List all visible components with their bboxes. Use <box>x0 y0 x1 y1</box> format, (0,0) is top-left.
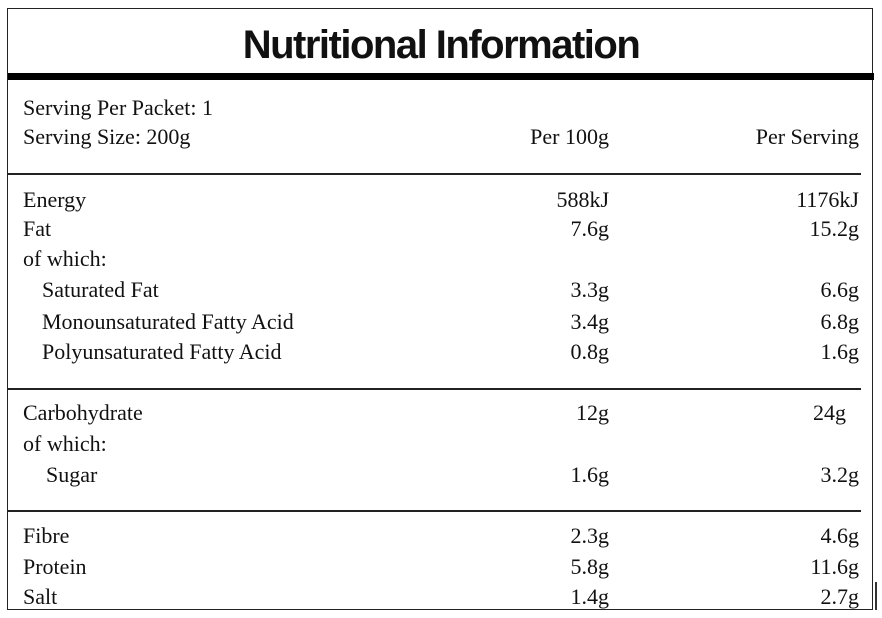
row-label-fat: Fat <box>23 216 52 241</box>
row-value-saturated-fat-per-serving: 6.6g <box>820 277 860 302</box>
row-value-energy-per-serving: 1176kJ <box>796 187 859 212</box>
section-divider <box>8 173 861 175</box>
row-label-fibre: Fibre <box>23 523 70 548</box>
row-label-polyunsaturated-fat: Polyunsaturated Fatty Acid <box>42 339 282 364</box>
row-label-protein: Protein <box>23 554 87 579</box>
row-value-sugar-per-serving: 3.2g <box>820 462 860 487</box>
serving-size: Serving Size: 200g <box>23 124 191 149</box>
section-divider <box>8 388 861 390</box>
row-value-fat-per-serving: 15.2g <box>809 216 860 241</box>
row-label-monounsaturated-fat: Monounsaturated Fatty Acid <box>42 309 294 334</box>
row-value-monounsaturated-fat-per-serving: 6.8g <box>820 309 860 334</box>
row-label-salt: Salt <box>23 584 58 609</box>
row-label-saturated-fat: Saturated Fat <box>42 277 159 302</box>
row-value-saturated-fat-per100g: 3.3g <box>570 277 610 302</box>
row-value-fibre-per-serving: 4.6g <box>820 523 860 548</box>
row-value-salt-per-serving: 2.7g <box>820 584 860 609</box>
row-value-fibre-per100g: 2.3g <box>570 523 610 548</box>
row-value-polyunsaturated-fat-per-serving: 1.6g <box>820 339 860 364</box>
row-label-sugar: Sugar <box>46 462 98 487</box>
row-value-protein-per-serving: 11.6g <box>810 554 859 579</box>
panel-title: Nutritional Information <box>242 23 641 67</box>
row-value-monounsaturated-fat-per100g: 3.4g <box>570 309 610 334</box>
row-value-protein-per100g: 5.8g <box>570 554 610 579</box>
row-value-polyunsaturated-fat-per100g: 0.8g <box>570 339 610 364</box>
section-divider <box>8 510 861 512</box>
text-cursor-mark <box>875 582 877 610</box>
row-value-carbohydrate-per100g: 12g <box>576 400 609 425</box>
servings-per-packet: Serving Per Packet: 1 <box>23 95 214 120</box>
row-label-energy: Energy <box>23 187 87 212</box>
row-value-fat-per100g: 7.6g <box>570 216 610 241</box>
row-label-carbohydrate-of-which: of which: <box>23 431 107 456</box>
row-value-carbohydrate-per-serving: 24g <box>813 400 846 425</box>
column-header-per-serving: Per Serving <box>755 124 859 149</box>
nutrition-panel: Nutritional Information Serving Per Pack… <box>7 8 874 610</box>
row-label-carbohydrate: Carbohydrate <box>23 400 143 425</box>
title-divider <box>8 73 874 80</box>
column-header-per100g: Per 100g <box>530 124 609 149</box>
row-label-fat-of-which: of which: <box>23 246 107 271</box>
row-value-sugar-per100g: 1.6g <box>570 462 610 487</box>
row-value-energy-per100g: 588kJ <box>556 187 609 212</box>
row-value-salt-per100g: 1.4g <box>570 584 610 609</box>
